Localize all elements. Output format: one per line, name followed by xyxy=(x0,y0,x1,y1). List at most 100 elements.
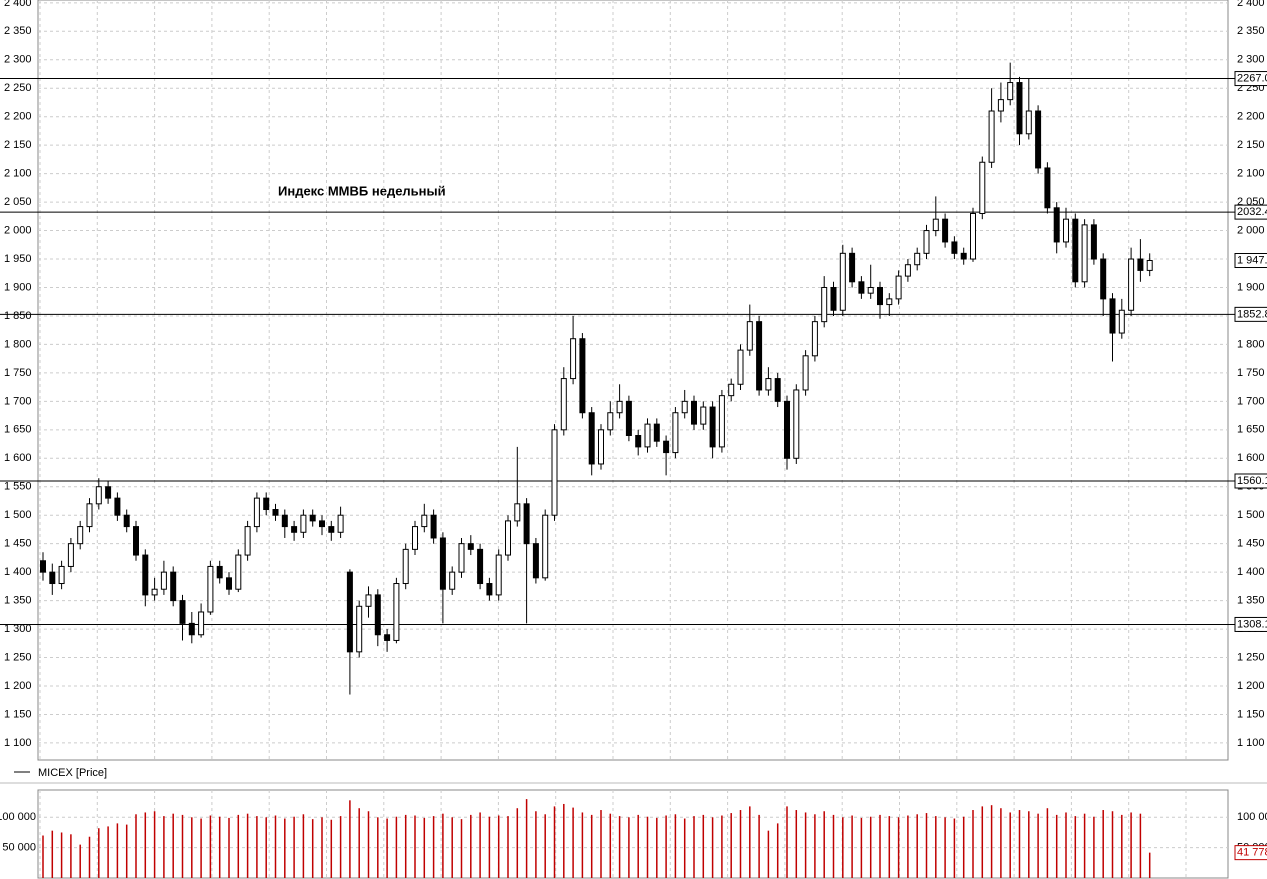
candle-body xyxy=(718,395,725,448)
price-panel xyxy=(37,0,1229,761)
candle-body xyxy=(914,252,921,266)
candle-body xyxy=(1090,224,1097,260)
level-box xyxy=(1234,71,1267,87)
level-box xyxy=(1234,616,1267,632)
candle-body xyxy=(746,321,753,351)
candle-body xyxy=(932,218,939,232)
chart-title: Индекс ММВБ недельный xyxy=(278,183,446,198)
candle-body xyxy=(263,497,270,511)
candle-body xyxy=(802,355,809,391)
level-label: 2267.0 xyxy=(1237,72,1267,84)
y-tick-label: 2 050 xyxy=(4,196,32,208)
y-tick-label: 1 850 xyxy=(4,310,32,322)
candle-body xyxy=(198,611,205,636)
candle-body xyxy=(970,212,976,260)
candle-body xyxy=(1118,309,1125,334)
candle-body xyxy=(514,503,521,522)
candle-body xyxy=(728,383,735,397)
level-box xyxy=(1234,473,1267,489)
candle-body xyxy=(412,526,418,550)
legend-label: MICEX [Price] xyxy=(38,767,107,779)
candle-body xyxy=(133,526,139,556)
candle-body xyxy=(942,218,949,243)
candle-body xyxy=(849,252,856,283)
candle-body xyxy=(988,110,995,163)
candle-body xyxy=(904,264,911,277)
candle-body xyxy=(495,554,502,596)
candle-body xyxy=(58,565,65,585)
candle-body xyxy=(1035,110,1042,169)
candle-body xyxy=(1044,167,1051,209)
y-tick-label-right: 1 400 xyxy=(1237,566,1265,578)
candle-body xyxy=(691,400,697,425)
candle-body xyxy=(328,526,335,533)
y-tick-label: 2 150 xyxy=(4,139,32,151)
candle-body xyxy=(1072,218,1079,283)
candle-body xyxy=(309,514,316,522)
candle-body xyxy=(40,560,46,573)
candle-body xyxy=(365,594,372,607)
y-tick-label: 2 300 xyxy=(4,54,32,66)
candle-body xyxy=(346,571,353,653)
candle-body xyxy=(1053,207,1060,243)
candle-body xyxy=(709,406,716,448)
y-tick-label: 1 800 xyxy=(4,338,32,350)
y-tick-label: 1 350 xyxy=(4,595,32,607)
y-tick-label-right: 2 300 xyxy=(1237,54,1265,66)
candle-body xyxy=(607,412,614,431)
y-tick-label: 1 550 xyxy=(4,481,32,493)
candle-body xyxy=(756,321,763,391)
candle-body xyxy=(1081,224,1088,283)
y-tick-label-right: 1 200 xyxy=(1237,680,1265,692)
candle-body xyxy=(784,400,790,459)
candle-body xyxy=(672,412,679,454)
y-tick-label-right: 1 800 xyxy=(1237,338,1265,350)
candle-body xyxy=(737,349,744,385)
candle-body xyxy=(616,400,623,414)
y-tick-label-right: 1 450 xyxy=(1237,538,1265,550)
candle-body xyxy=(374,594,381,636)
y-tick-label: 1 650 xyxy=(4,424,32,436)
candle-body xyxy=(867,286,874,294)
candle-body xyxy=(319,520,325,528)
candle-body xyxy=(681,400,688,414)
candle-body xyxy=(542,514,549,579)
candle-body xyxy=(588,412,595,465)
y-tick-label-right: 1 250 xyxy=(1237,651,1265,663)
candle-body xyxy=(635,435,642,448)
candle-body xyxy=(105,486,112,499)
volume-tick-label: 100 000 xyxy=(0,811,36,823)
candle-body xyxy=(207,565,214,613)
candle-body xyxy=(114,497,121,516)
candle-body xyxy=(839,252,846,311)
candle-body xyxy=(49,571,56,585)
candle-body xyxy=(811,321,818,357)
candle-body xyxy=(402,548,409,585)
candle-body xyxy=(625,400,632,437)
y-tick-label: 1 400 xyxy=(4,566,32,578)
candle-body xyxy=(430,514,437,539)
y-tick-label: 2 250 xyxy=(4,82,32,94)
candle-body xyxy=(663,440,670,454)
y-tick-label: 1 450 xyxy=(4,538,32,550)
candle-body xyxy=(700,406,707,425)
last-price-box xyxy=(1234,253,1267,269)
level-box xyxy=(1234,306,1267,322)
candle-body xyxy=(142,554,149,596)
level-label: 1852.8 xyxy=(1237,308,1267,320)
y-tick-label-right: 1 500 xyxy=(1237,509,1265,521)
candle-body xyxy=(486,583,493,596)
candle-body xyxy=(1063,218,1069,243)
y-tick-label: 1 300 xyxy=(4,623,32,635)
y-tick-label: 2 200 xyxy=(4,111,32,123)
y-tick-label: 1 600 xyxy=(4,452,32,464)
candle-body xyxy=(95,486,102,505)
candle-body xyxy=(170,571,177,602)
candle-body xyxy=(291,526,298,533)
y-tick-label-right: 2 150 xyxy=(1237,139,1265,151)
candle-body xyxy=(235,554,242,590)
y-tick-label: 2 000 xyxy=(4,224,32,236)
candle-body xyxy=(337,514,344,533)
candle-body xyxy=(774,378,781,402)
